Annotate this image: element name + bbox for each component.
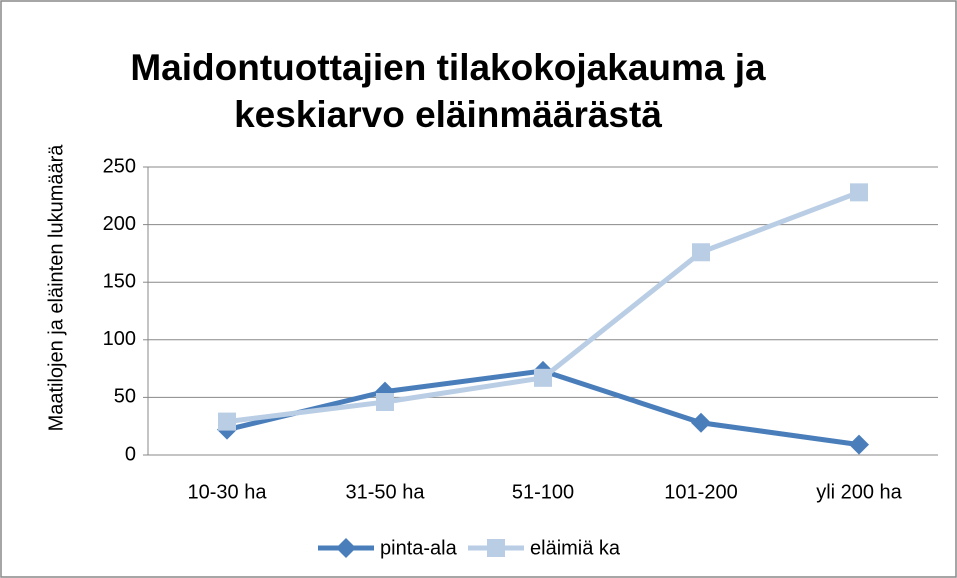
y-tick-label: 0 [125,443,136,465]
marker [376,393,394,412]
marker [218,412,236,431]
x-tick-label: yli 200 ha [816,481,902,503]
legend-label: pinta-ala [380,537,458,559]
marker [534,368,552,387]
legend-marker [487,539,505,557]
x-tick-label: 31-50 ha [346,481,426,503]
chart-title: keskiarvo eläinmäärästä [234,94,662,135]
y-axis-label: Maatilojen ja eläinten lukumäärä [45,144,67,432]
y-tick-label: 50 [114,386,136,408]
chart-title: Maidontuottajien tilakokojakauma ja [130,47,766,88]
y-tick-label: 250 [103,155,136,177]
x-tick-label: 101-200 [664,481,737,503]
marker [692,243,710,262]
y-tick-label: 200 [103,213,136,235]
legend-label: eläimiä ka [530,537,621,559]
x-tick-label: 51-100 [512,481,574,503]
x-tick-label: 10-30 ha [188,481,268,503]
marker [850,183,868,202]
y-tick-label: 100 [103,328,136,350]
legend-marker [336,538,356,558]
marker [691,412,711,433]
marker [849,434,869,455]
y-tick-label: 150 [103,270,136,292]
